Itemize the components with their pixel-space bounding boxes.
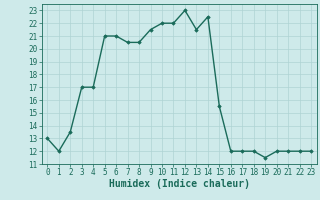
X-axis label: Humidex (Indice chaleur): Humidex (Indice chaleur)	[109, 179, 250, 189]
